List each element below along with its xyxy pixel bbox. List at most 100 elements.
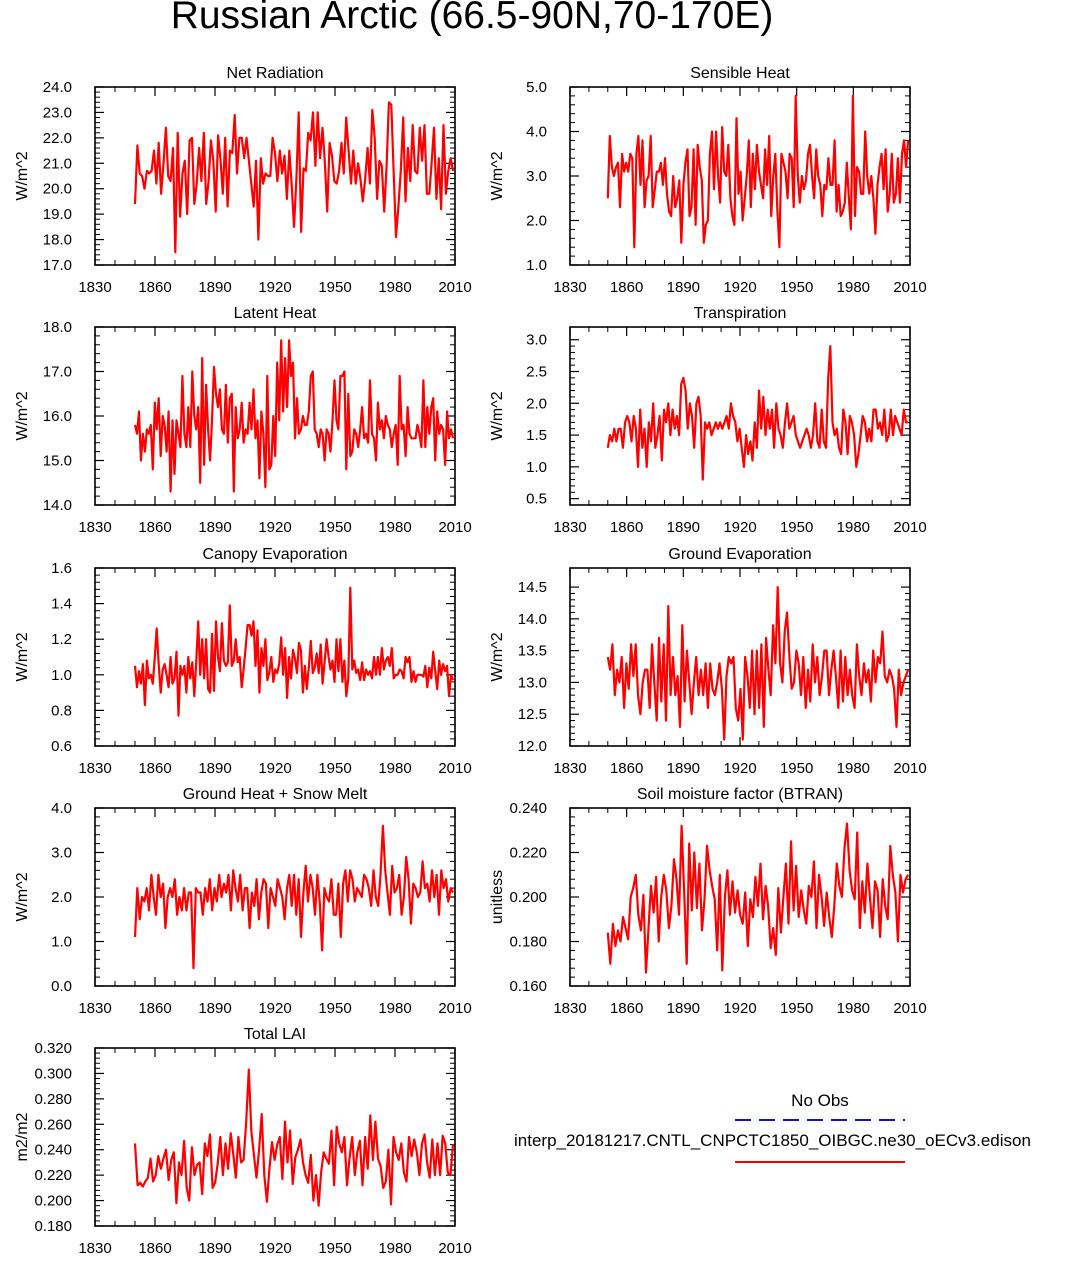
y-tick-label: 1.0 [526, 257, 547, 274]
x-tick-label: 1950 [780, 519, 813, 536]
y-tick-label: 12.5 [518, 706, 547, 723]
y-tick-label: 0.300 [34, 1065, 72, 1082]
x-tick-label: 1890 [198, 760, 231, 777]
x-tick-label: 1830 [78, 1000, 111, 1017]
x-tick-label: 1980 [378, 1240, 411, 1257]
y-axis-label: W/m^2 [489, 151, 506, 200]
x-tick-label: 1920 [258, 760, 291, 777]
chart-panels: Net Radiation W/m^2 1830 1860 1890 1920 1950 19… [14, 65, 927, 1257]
plot-frame [94, 567, 456, 747]
y-tick-label: 13.5 [518, 643, 547, 660]
y-tick-label: 23.0 [43, 104, 72, 121]
y-tick-label: 16.0 [43, 408, 72, 425]
chart-panel-7: Ground Heat + Snow Melt W/m^2 1830 1860 1890… [14, 786, 472, 1017]
x-tick-label: 1890 [198, 1000, 231, 1017]
chart-panel-8: Soil moisture factor (BTRAN) unitless 1830… [489, 786, 927, 1017]
chart-title: Total LAI [244, 1026, 306, 1043]
x-tick-label: 1890 [198, 279, 231, 296]
y-tick-label: 0.260 [34, 1116, 72, 1133]
series-line-model [133, 101, 455, 254]
y-tick-label: 1.6 [51, 560, 72, 577]
y-tick-label: 22.0 [43, 130, 72, 147]
y-tick-label: 0.180 [509, 934, 547, 951]
series-line-model [133, 1068, 455, 1207]
y-tick-label: 14.0 [518, 611, 547, 628]
x-tick-label: 1980 [837, 1000, 870, 1017]
y-tick-label: 1.0 [526, 459, 547, 476]
legend-obs-label: No Obs [791, 1091, 849, 1110]
y-tick-label: 4.0 [526, 124, 547, 141]
y-tick-label: 18.0 [43, 319, 72, 336]
y-tick-label: 2.5 [526, 364, 547, 381]
x-tick-label: 1890 [667, 1000, 700, 1017]
y-tick-label: 20.0 [43, 181, 72, 198]
x-tick-label: 1920 [258, 519, 291, 536]
series-line-model [133, 824, 454, 970]
x-tick-label: 2010 [438, 279, 471, 296]
plot-frame [569, 326, 911, 506]
x-tick-label: 1860 [610, 760, 643, 777]
x-tick-label: 1830 [553, 279, 586, 296]
chart-title: Latent Heat [234, 305, 317, 322]
y-tick-label: 0.0 [51, 978, 72, 995]
y-axis-label: m2/m2 [14, 1112, 31, 1161]
x-tick-label: 1980 [378, 519, 411, 536]
x-tick-label: 1950 [780, 1000, 813, 1017]
y-tick-label: 0.320 [34, 1040, 72, 1057]
x-tick-label: 1950 [318, 760, 351, 777]
x-tick-label: 1950 [318, 1240, 351, 1257]
x-tick-label: 2010 [438, 1240, 471, 1257]
x-tick-label: 1890 [198, 519, 231, 536]
chart-panel-4: Transpiration W/m^2 1830 1860 1890 1920 1950 19… [489, 305, 927, 536]
x-tick-label: 1860 [610, 1000, 643, 1017]
series-line-model [606, 94, 910, 249]
y-axis-label: W/m^2 [489, 391, 506, 440]
chart-title: Sensible Heat [690, 65, 790, 82]
x-tick-label: 1830 [553, 1000, 586, 1017]
y-axis-label: W/m^2 [14, 151, 31, 200]
x-tick-label: 1830 [78, 279, 111, 296]
y-tick-label: 3.0 [526, 168, 547, 185]
y-tick-label: 13.0 [518, 674, 547, 691]
y-tick-label: 0.200 [34, 1193, 72, 1210]
x-tick-label: 2010 [438, 760, 471, 777]
page-title: Russian Arctic (66.5-90N,70-170E) [171, 0, 774, 37]
x-tick-label: 1860 [138, 519, 171, 536]
x-tick-label: 1920 [723, 1000, 756, 1017]
y-tick-label: 0.220 [509, 845, 547, 862]
chart-title: Soil moisture factor (BTRAN) [637, 786, 843, 803]
y-tick-label: 2.0 [526, 395, 547, 412]
y-tick-label: 3.0 [51, 845, 72, 862]
series-line-model [606, 822, 910, 974]
x-tick-label: 1890 [198, 1240, 231, 1257]
chart-title: Ground Heat + Snow Melt [183, 786, 368, 803]
x-tick-label: 1980 [378, 760, 411, 777]
y-axis-label: W/m^2 [14, 632, 31, 681]
y-tick-label: 0.8 [51, 702, 72, 719]
y-tick-label: 17.0 [43, 257, 72, 274]
x-tick-label: 1920 [723, 279, 756, 296]
x-tick-label: 1980 [837, 760, 870, 777]
chart-panel-9: Total LAI m2/m2 1830 1860 1890 1920 1950 1980 20… [14, 1026, 472, 1257]
y-tick-label: 0.240 [34, 1142, 72, 1159]
x-tick-label: 1860 [138, 1000, 171, 1017]
y-tick-label: 15.0 [43, 453, 72, 470]
x-tick-label: 1830 [78, 519, 111, 536]
x-tick-label: 1830 [78, 760, 111, 777]
y-tick-label: 17.0 [43, 364, 72, 381]
chart-title: Transpiration [694, 305, 787, 322]
x-tick-label: 2010 [893, 1000, 926, 1017]
x-tick-label: 1830 [553, 519, 586, 536]
y-tick-label: 0.200 [509, 889, 547, 906]
x-tick-label: 1980 [378, 1000, 411, 1017]
series-line-model [606, 585, 910, 741]
chart-title: Ground Evaporation [668, 546, 811, 563]
y-tick-label: 1.0 [51, 667, 72, 684]
y-tick-label: 0.280 [34, 1091, 72, 1108]
plot-frame [94, 1047, 456, 1227]
x-tick-label: 1920 [258, 279, 291, 296]
chart-title: Net Radiation [227, 65, 324, 82]
chart-panel-1: Net Radiation W/m^2 1830 1860 1890 1920 1950 19… [14, 65, 472, 296]
y-tick-label: 14.5 [518, 579, 547, 596]
